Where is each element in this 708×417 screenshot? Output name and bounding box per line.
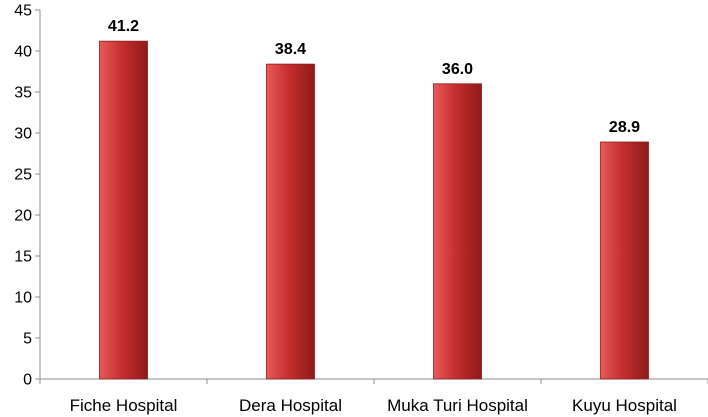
data-label: 38.4 bbox=[275, 41, 306, 58]
bar bbox=[99, 40, 148, 380]
labels: 0 5 10 15 20 25 30 35 40 45 41.2 Fiche Hospital 38.4… bbox=[14, 3, 677, 416]
x-tick-label: Kuyu Hospital bbox=[572, 396, 677, 415]
x-tick-label: Muka Turi Hospital bbox=[387, 396, 528, 415]
y-tick-label: 20 bbox=[14, 208, 32, 225]
y-tick-label: 15 bbox=[14, 249, 32, 266]
y-tick-label: 0 bbox=[23, 372, 32, 389]
y-tick-label: 10 bbox=[14, 290, 32, 307]
data-label: 36.0 bbox=[442, 61, 473, 78]
y-tick-label: 35 bbox=[14, 85, 32, 102]
axes bbox=[35, 9, 708, 384]
data-label: 28.9 bbox=[609, 119, 640, 136]
y-tick-label: 25 bbox=[14, 167, 32, 184]
y-tick-label: 30 bbox=[14, 126, 32, 143]
bar bbox=[433, 83, 482, 380]
y-tick-label: 45 bbox=[14, 3, 32, 20]
bars bbox=[99, 40, 649, 380]
bar bbox=[600, 141, 649, 380]
x-tick-label: Fiche Hospital bbox=[70, 396, 178, 415]
bar bbox=[266, 63, 315, 380]
y-tick-label: 40 bbox=[14, 44, 32, 61]
data-label: 41.2 bbox=[108, 18, 139, 35]
y-tick-label: 5 bbox=[23, 331, 32, 348]
x-tick-label: Dera Hospital bbox=[239, 396, 342, 415]
